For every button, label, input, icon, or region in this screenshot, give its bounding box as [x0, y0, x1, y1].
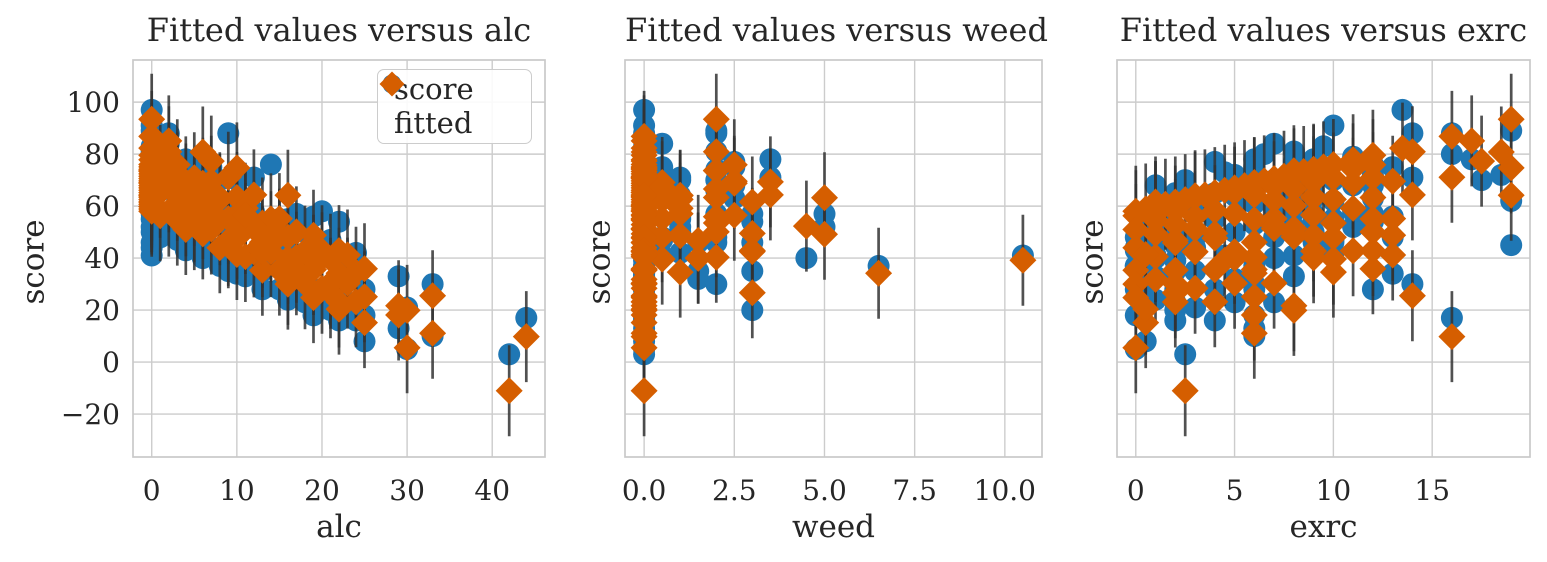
plot-area-weed: 0.0 2.5 5.0 7.5 10.0 — [622, 59, 1043, 507]
x-tick-label: 10 — [219, 474, 255, 507]
x-tick-label: 0.0 — [622, 474, 667, 507]
x-tick-label: 7.5 — [892, 474, 937, 507]
x-tick-label: 0 — [1127, 474, 1145, 507]
x-axis-label: alc — [316, 509, 362, 545]
legend-item-fitted: fitted — [379, 71, 531, 140]
y-tick-label: −20 — [61, 398, 120, 431]
legend-label: score — [394, 72, 474, 107]
x-tick-label: 0 — [143, 474, 161, 507]
x-tick-label: 40 — [474, 474, 510, 507]
y-tick-label: 80 — [84, 138, 120, 171]
x-tick-label: 2.5 — [712, 474, 757, 507]
x-axis-label: exrc — [1289, 509, 1358, 545]
fitted-marker-icon — [379, 71, 405, 97]
x-tick-label: 20 — [304, 474, 340, 507]
fitted-points — [138, 105, 540, 405]
x-tick-label: 10.0 — [974, 474, 1036, 507]
y-tick-label: 20 — [84, 294, 120, 327]
y-tick-label: 0 — [102, 346, 120, 379]
gridlines — [625, 60, 1042, 457]
x-tick-labels: 0 10 20 30 40 — [143, 474, 510, 507]
y-tick-labels: −20 0 20 40 60 80 100 — [61, 86, 120, 431]
y-tick-label: 60 — [84, 190, 120, 223]
x-tick-label: 10 — [1316, 474, 1352, 507]
y-tick-label: 100 — [67, 86, 120, 119]
fitted-points — [630, 105, 1037, 405]
x-tick-labels: 0 5 10 15 — [1127, 474, 1450, 507]
panel-title: Fitted values versus exrc — [1119, 11, 1528, 49]
x-tick-label: 30 — [389, 474, 425, 507]
legend: score fitted — [377, 69, 532, 144]
panel-exrc: Fitted values versus exrc score 0 5 10 15 e… — [1060, 0, 1547, 562]
plot-border — [132, 59, 546, 458]
plot-area-alc: 0 10 20 30 40 −20 0 20 40 60 80 100 — [61, 59, 546, 507]
x-tick-label: 15 — [1414, 474, 1450, 507]
plot-border — [1116, 59, 1531, 458]
plot-area-exrc: 0 5 10 15 — [1116, 59, 1531, 507]
panel-weed: Fitted values versus weed score 0.0 2.5 5.… — [540, 0, 1060, 562]
panel-alc: Fitted values versus alc score 0 10 20 30 40… — [0, 0, 560, 562]
x-tick-labels: 0.0 2.5 5.0 7.5 10.0 — [622, 474, 1036, 507]
y-tick-label: 40 — [84, 242, 120, 275]
panel-title: Fitted values versus alc — [146, 11, 532, 49]
fitted-points — [1122, 105, 1525, 405]
x-tick-label: 5.0 — [802, 474, 847, 507]
panel-title: Fitted values versus weed — [625, 11, 1048, 49]
legend-item-score: score — [382, 72, 531, 107]
legend-label: fitted — [394, 105, 473, 140]
plot-border — [624, 59, 1043, 458]
x-tick-label: 5 — [1226, 474, 1244, 507]
x-axis-label: weed — [791, 509, 876, 545]
